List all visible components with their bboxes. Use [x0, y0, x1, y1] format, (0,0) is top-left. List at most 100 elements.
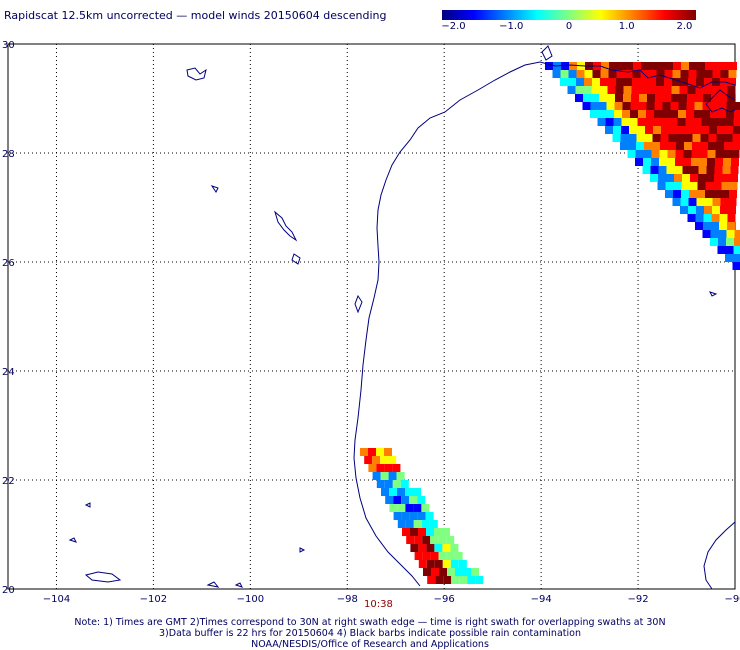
swath-cell: [722, 174, 730, 182]
swath-cell: [561, 62, 569, 70]
swath-cell: [368, 448, 376, 456]
swath-cell: [458, 560, 467, 568]
swath-cell: [699, 158, 707, 166]
swath-cell: [417, 512, 426, 520]
swath-cell: [720, 70, 729, 78]
swath-cell: [600, 78, 608, 86]
swath-cell: [670, 110, 678, 118]
swath-cell: [668, 134, 677, 142]
swath-cell: [726, 238, 734, 246]
lake-5: [354, 294, 363, 314]
swath-cell: [697, 190, 705, 198]
swath-cell: [620, 142, 628, 150]
swath-cell: [431, 568, 439, 576]
swath-cell: [681, 190, 689, 198]
x-tick-label: −104: [43, 594, 70, 605]
swath-cell: [612, 134, 621, 142]
swath-cell: [703, 214, 712, 222]
swath-cell: [591, 94, 599, 102]
swath-cell: [614, 110, 622, 118]
swath-cell: [623, 86, 632, 94]
swath-cell: [722, 166, 731, 174]
swath-cell: [689, 182, 698, 190]
swath-cell: [638, 102, 647, 110]
swath-cell: [711, 94, 719, 102]
swath-cell: [426, 560, 435, 568]
swath-cell: [706, 174, 714, 182]
swath-cell: [616, 78, 624, 86]
swath-cell: [718, 102, 727, 110]
swath-cell: [627, 150, 636, 158]
swath-cell: [723, 150, 732, 158]
swath-cell: [731, 150, 740, 158]
swath-cell: [600, 70, 609, 78]
swath-cell: [635, 150, 644, 158]
swath-cell: [697, 182, 706, 190]
swath-cell: [635, 158, 643, 166]
swath-cell: [406, 536, 415, 544]
swath-cell: [710, 230, 719, 238]
axis-labels: −104 −102 −100 −98 −96 −94 −92 −90 20 22 24 26 28 30: [2, 40, 740, 605]
swath-cell: [715, 158, 723, 166]
swath-cell: [671, 86, 680, 94]
swath-cell: [719, 214, 728, 222]
swath-cell: [732, 262, 740, 270]
swath-cell: [711, 222, 719, 230]
swath-cell: [667, 150, 676, 158]
swath-cell: [695, 94, 703, 102]
swath-cell: [397, 520, 406, 528]
swath-cell: [731, 158, 739, 166]
swath-cell: [605, 118, 614, 126]
y-tick-label: 26: [2, 258, 15, 269]
swath-cell: [426, 528, 434, 536]
swath-cell: [691, 158, 699, 166]
swath-cell: [621, 126, 629, 134]
swath-cell: [575, 94, 583, 102]
swath-cell: [613, 118, 622, 126]
swath-cell: [560, 70, 569, 78]
swath-cell: [455, 568, 463, 576]
swath-cell: [680, 206, 688, 214]
swath-cell: [726, 110, 734, 118]
swath-cell: [650, 174, 658, 182]
swath-cell: [724, 134, 733, 142]
footer-note-2: 3)Data buffer is 22 hrs for 20150604 4) …: [159, 628, 581, 639]
swath-cell: [681, 62, 689, 70]
colorbar-tick-label: 1.0: [618, 21, 635, 32]
swath-cell: [435, 576, 444, 584]
swath-cell: [584, 70, 593, 78]
swath-cell: [676, 134, 685, 142]
swath-cell: [653, 126, 661, 134]
swath-cell: [615, 94, 623, 102]
swath-cell: [438, 552, 447, 560]
swath-cell: [693, 118, 702, 126]
swath-cell: [655, 86, 664, 94]
swath-cell: [695, 214, 704, 222]
swath-cell: [409, 512, 418, 520]
swath-cell: [426, 544, 435, 552]
swath-cell: [699, 150, 708, 158]
swath-cell: [716, 134, 725, 142]
swath-cell: [590, 102, 599, 110]
swath-cell: [715, 150, 724, 158]
swath-cell: [446, 536, 455, 544]
swath-cell: [471, 568, 479, 576]
swath-cell: [630, 110, 638, 118]
swath-cell: [728, 78, 736, 86]
swath-cell: [651, 158, 659, 166]
swath-cell: [385, 496, 394, 504]
swath-cell: [672, 78, 680, 86]
swath-cell: [625, 62, 633, 70]
swath-cell: [393, 496, 402, 504]
swath-cell: [451, 576, 460, 584]
swath-cell: [656, 78, 664, 86]
swath-cell: [665, 62, 673, 70]
swath-cell: [417, 496, 426, 504]
swath-cell: [388, 472, 397, 480]
swath-cell: [713, 62, 721, 70]
swath-cell: [633, 62, 641, 70]
swath-cell: [698, 166, 707, 174]
swath-cell: [414, 552, 423, 560]
swath-cell: [376, 448, 384, 456]
